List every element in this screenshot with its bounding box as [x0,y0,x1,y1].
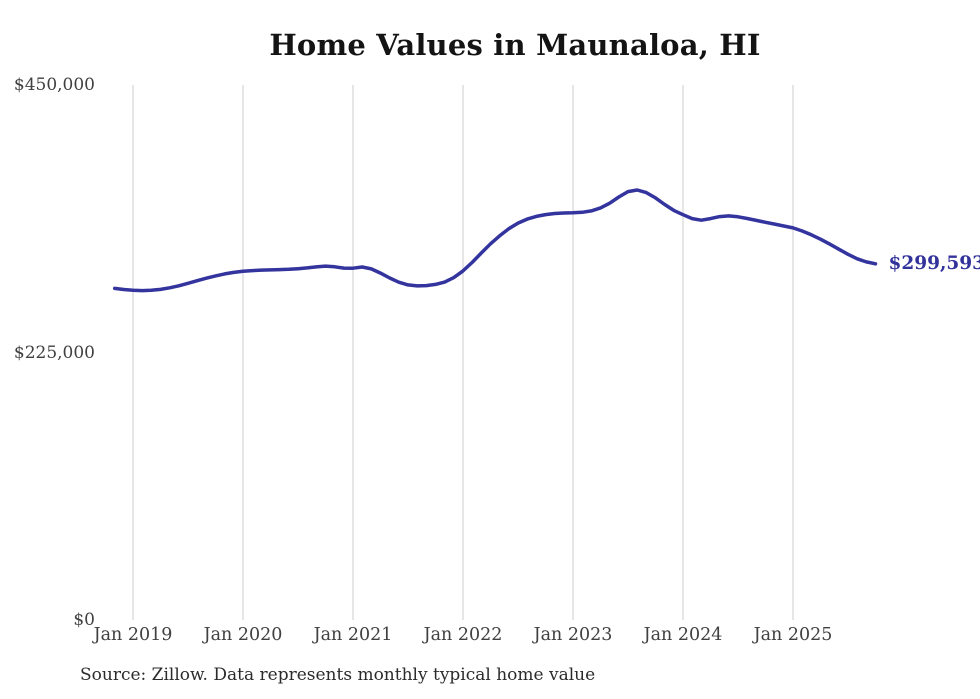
x-tick-label: Jan 2020 [203,625,283,645]
y-tick-label: $450,000 [13,75,95,95]
source-note: Source: Zillow. Data represents monthly … [80,665,596,685]
latest-value-label: $299,593 [888,252,980,274]
x-tick-label: Jan 2021 [313,625,393,645]
gridline-group [132,85,794,620]
y-tick-label: $0 [73,610,95,630]
home-value-trend-line [112,188,878,293]
chart-title: Home Values in Maunaloa, HI [269,28,761,62]
x-tick-label: Jan 2025 [753,625,833,645]
x-tick-label: Jan 2024 [643,625,723,645]
x-tick-label: Jan 2023 [533,625,613,645]
x-tick-label: Jan 2022 [423,625,503,645]
x-tick-label: Jan 2019 [93,625,173,645]
y-tick-label: $225,000 [13,342,95,363]
